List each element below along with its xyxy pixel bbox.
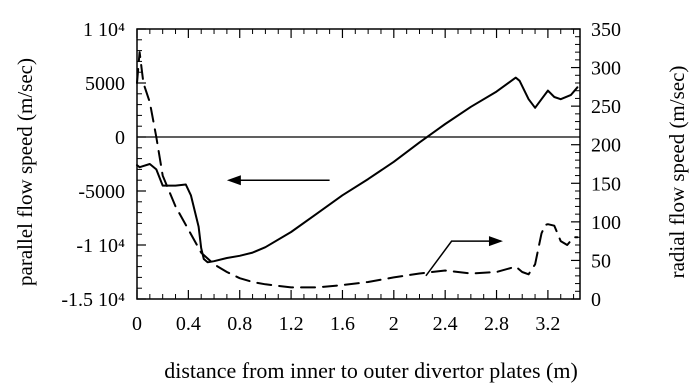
y-left-tick-label: -1 10⁴ [76,235,125,257]
y-right-tick-label: 200 [591,135,621,157]
y-right-tick-label: 300 [591,58,621,80]
y-left-axis-label: parallel flow speed (m/sec) [13,58,37,286]
x-axis-label: distance from inner to outer divertor pl… [164,358,578,383]
series-radial-flow-line [136,51,579,289]
x-axis-ticks: 0 0.4 0.8 1.2 1.6 2 2.4 2.8 3.2 [132,29,575,335]
y-left-tick-label: 0 [115,127,125,149]
x-tick-label: 1.6 [330,313,355,335]
y-left-tick-label: -1.5 10⁴ [61,289,125,311]
y-right-axis-label: radial flow speed (m/sec) [665,66,689,279]
arrow-left-head [226,175,241,186]
y-left-tick-label: -5000 [78,181,125,203]
y-right-tick-label: 0 [591,289,601,311]
y-right-axis-ticks: 350 300 250 200 150 100 50 0 [571,19,621,311]
y-right-tick-label: 100 [591,212,621,234]
x-tick-label: 3.2 [535,313,560,335]
y-right-tick-label: 150 [591,173,621,195]
series-lines [136,51,579,289]
x-tick-label: 0 [132,313,142,335]
y-right-tick-label: 50 [591,250,611,272]
series-parallel-flow-line [136,76,579,264]
x-tick-label: 0.8 [227,313,252,335]
annotations [226,175,503,277]
y-left-tick-label: 1 10⁴ [83,19,125,41]
x-tick-label: 2.4 [433,313,458,335]
y-left-axis-ticks: 1 10⁴ 5000 0 -5000 -1 10⁴ -1.5 10⁴ [61,19,146,311]
arrow-right-shaft [425,240,501,277]
y-right-tick-label: 350 [591,19,621,41]
x-tick-label: 2.8 [484,313,509,335]
plot-area [136,28,581,300]
y-left-tick-label: 5000 [85,73,125,95]
x-tick-label: 0.4 [176,313,201,335]
plot-frame [136,28,581,300]
arrow-right-head [488,236,503,247]
x-tick-label: 2 [389,313,399,335]
y-right-tick-label: 250 [591,96,621,118]
x-tick-label: 1.2 [279,313,304,335]
